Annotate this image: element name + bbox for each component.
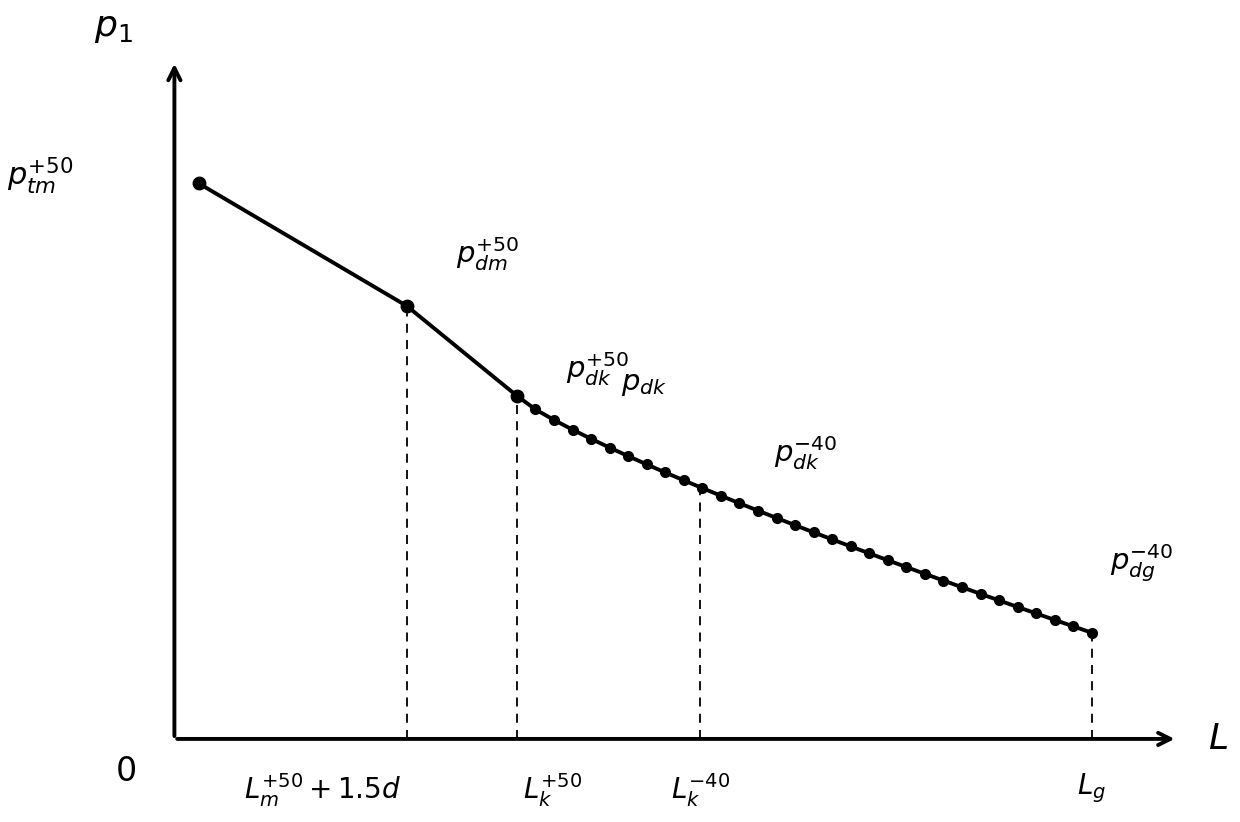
Text: $L$: $L$ [1208,722,1228,756]
Text: $p_1$: $p_1$ [94,11,133,44]
Text: $L_k^{+50}$: $L_k^{+50}$ [523,772,582,810]
Text: $L_k^{-40}$: $L_k^{-40}$ [671,772,730,810]
Text: $p_{dk}^{+50}$: $p_{dk}^{+50}$ [565,350,630,388]
Text: $p_{dk}^{-40}$: $p_{dk}^{-40}$ [774,434,837,472]
Text: $L_g$: $L_g$ [1078,772,1106,806]
Text: $p_{dm}^{+50}$: $p_{dm}^{+50}$ [456,235,520,273]
Text: $p_{tm}^{+50}$: $p_{tm}^{+50}$ [6,155,73,196]
Text: $0$: $0$ [115,755,136,788]
Text: $p_{dk}$: $p_{dk}$ [621,369,667,398]
Text: $p_{dg}^{-40}$: $p_{dg}^{-40}$ [1110,542,1174,584]
Text: $L_m^{+50}+1.5d$: $L_m^{+50}+1.5d$ [243,772,401,810]
